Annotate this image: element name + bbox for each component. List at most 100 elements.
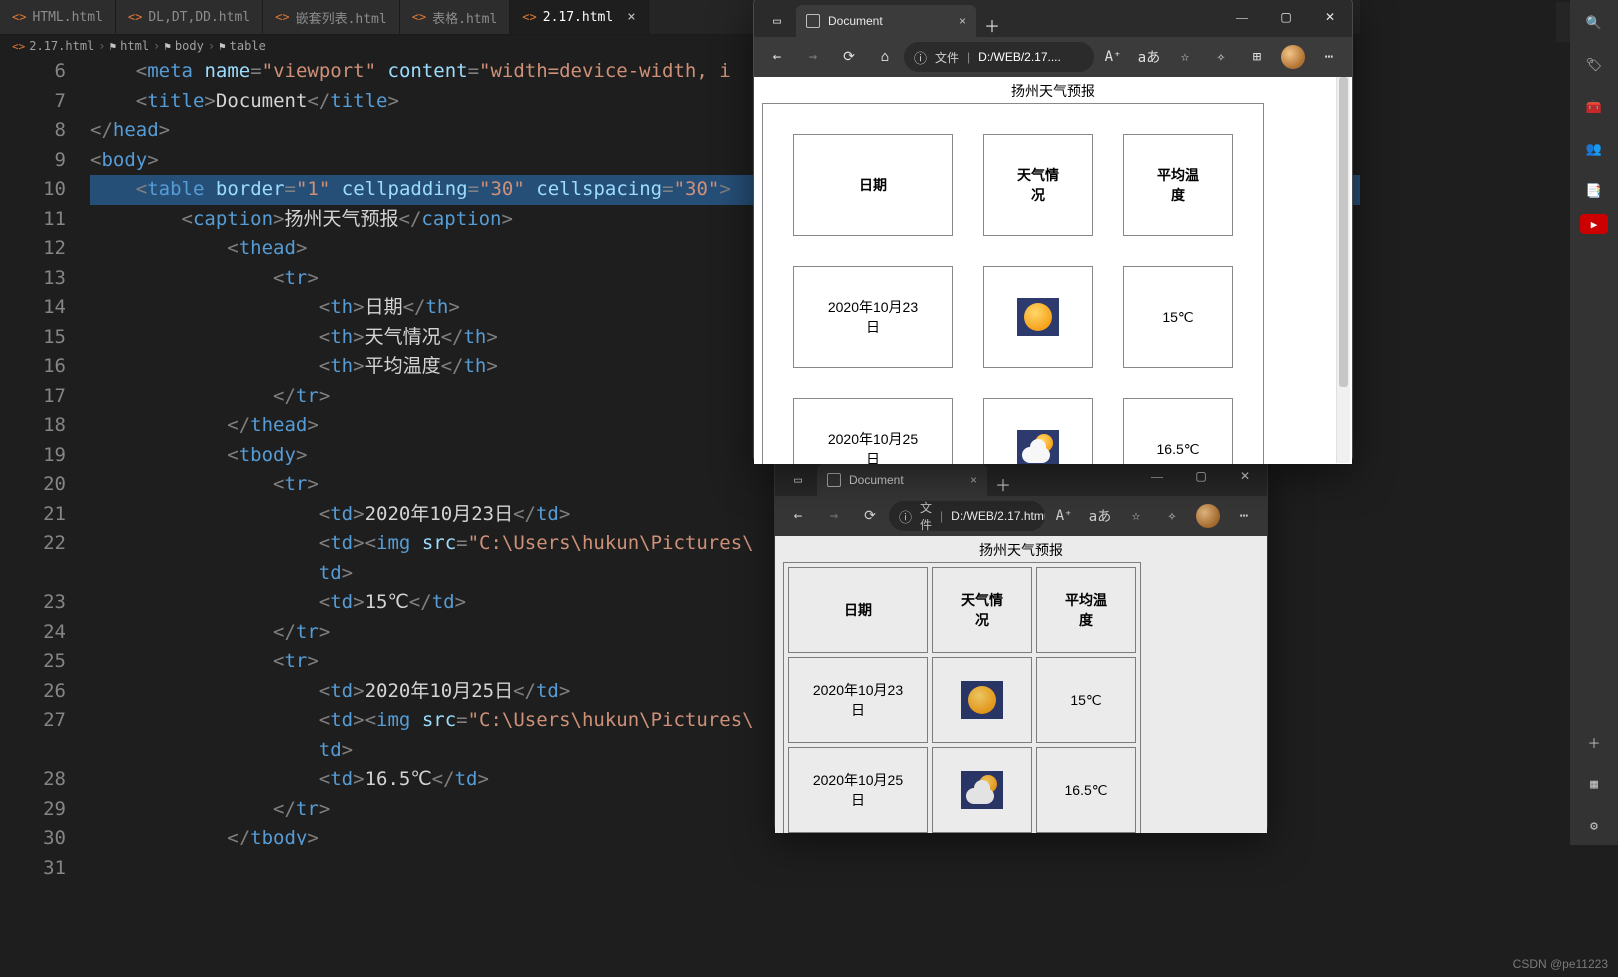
maximize-button[interactable]: ▢ xyxy=(1179,460,1223,492)
close-icon[interactable]: × xyxy=(970,473,977,487)
search-icon[interactable]: 🔍 xyxy=(1574,4,1614,42)
html-file-icon: <> xyxy=(12,10,26,24)
addr-scheme-label: 文件 xyxy=(920,501,932,531)
home-button[interactable]: ⌂ xyxy=(868,41,902,73)
back-button[interactable]: ← xyxy=(760,41,794,73)
editor-tab[interactable]: <> 嵌套列表.html xyxy=(263,0,400,34)
refresh-button[interactable]: ⟳ xyxy=(832,41,866,73)
tab-label: 嵌套列表.html xyxy=(296,8,387,27)
browser-tab-title: Document xyxy=(828,14,883,28)
youtube-icon[interactable]: ▶ xyxy=(1580,214,1608,234)
temp-cell: 16.5℃ xyxy=(1123,398,1233,464)
read-aloud-icon[interactable]: A⁺ xyxy=(1047,500,1081,532)
browser-window-2: ▭ Document × ＋ — ▢ ✕ ← → ⟳ ⓘ 文件 | D:/WEB… xyxy=(774,455,1268,833)
refresh-button[interactable]: ⟳ xyxy=(853,500,887,532)
temp-cell: 15℃ xyxy=(1123,266,1233,368)
weather-cell xyxy=(932,657,1032,743)
tab-actions-icon[interactable]: ▭ xyxy=(760,5,794,37)
partly-cloudy-icon xyxy=(1017,430,1059,464)
browser-viewport[interactable]: 扬州天气预报日期天气情况平均温度 2020年10月23日 15℃ 2020年10月25… xyxy=(754,77,1352,464)
browser-toolbar: ← → ⟳ ⓘ 文件 | D:/WEB/2.17.html A⁺ aあ ☆ ✧ … xyxy=(775,496,1267,536)
close-icon[interactable]: × xyxy=(627,9,635,25)
collections-icon[interactable]: ✧ xyxy=(1155,500,1189,532)
minimize-button[interactable]: — xyxy=(1220,1,1264,33)
profile-avatar[interactable] xyxy=(1191,500,1225,532)
site-info-icon[interactable]: ⓘ xyxy=(914,48,927,67)
addr-scheme-label: 文件 xyxy=(935,49,959,66)
gear-icon[interactable]: ⚙ xyxy=(1574,807,1614,845)
tab-actions-icon[interactable]: ▭ xyxy=(781,464,815,496)
editor-tab[interactable]: <> DL,DT,DD.html xyxy=(116,0,263,34)
address-bar[interactable]: ⓘ 文件 | D:/WEB/2.17.html xyxy=(889,501,1045,531)
scrollbar[interactable] xyxy=(1336,77,1350,463)
translate-icon[interactable]: aあ xyxy=(1132,41,1166,73)
breadcrumb-item[interactable]: ⚑html xyxy=(110,39,150,53)
editor-tab[interactable]: <> 表格.html xyxy=(400,0,511,34)
temp-cell: 15℃ xyxy=(1036,657,1136,743)
browser-viewport[interactable]: 扬州天气预报日期天气情况平均温度2020年10月23日15℃2020年10月25… xyxy=(775,536,1267,833)
close-button[interactable]: ✕ xyxy=(1223,460,1267,492)
plus-icon[interactable]: ＋ xyxy=(1574,723,1614,761)
browser-tab-title: Document xyxy=(849,473,904,487)
scrollbar-thumb[interactable] xyxy=(1339,77,1348,387)
translate-icon[interactable]: aあ xyxy=(1083,500,1117,532)
table-row: 2020年10月25日16.5℃ xyxy=(788,747,1136,833)
table-row: 2020年10月25日16.5℃ xyxy=(793,398,1233,464)
weather-cell xyxy=(983,398,1093,464)
toolbox-icon[interactable]: 🧰 xyxy=(1574,88,1614,126)
close-button[interactable]: ✕ xyxy=(1308,1,1352,33)
breadcrumb-item[interactable]: ⚑body xyxy=(164,39,204,53)
date-cell: 2020年10月23日 xyxy=(788,657,928,743)
table-caption: 扬州天气预报 xyxy=(762,79,1344,103)
maximize-button[interactable]: ▢ xyxy=(1264,1,1308,33)
collections-icon[interactable]: ✧ xyxy=(1204,41,1238,73)
sunny-icon xyxy=(961,681,1003,719)
watermark: CSDN @pe11223 xyxy=(1513,957,1608,971)
partly-cloudy-icon xyxy=(961,771,1003,809)
tag-icon[interactable]: 🏷 xyxy=(1574,46,1614,84)
copy-icon[interactable]: 📑 xyxy=(1574,172,1614,210)
addr-path: D:/WEB/2.17.html xyxy=(951,509,1045,523)
new-tab-button[interactable]: ＋ xyxy=(978,13,1006,37)
editor-tab[interactable]: <> 2.17.html × xyxy=(510,0,648,34)
date-cell: 2020年10月23日 xyxy=(793,266,953,368)
html-file-icon: <> xyxy=(522,10,536,24)
more-icon[interactable]: ⋯ xyxy=(1312,41,1346,73)
temp-cell: 16.5℃ xyxy=(1036,747,1136,833)
forward-button: → xyxy=(817,500,851,532)
profile-avatar[interactable] xyxy=(1276,41,1310,73)
browser-toolbar: ← → ⟳ ⌂ ⓘ 文件 | D:/WEB/2.17.... A⁺ aあ ☆ ✧… xyxy=(754,37,1352,77)
minimize-button[interactable]: — xyxy=(1135,460,1179,492)
favorite-icon[interactable]: ☆ xyxy=(1168,41,1202,73)
layout-icon[interactable]: ▦ xyxy=(1574,765,1614,803)
table-row: 日期天气情况平均温度 xyxy=(793,134,1233,236)
extensions-icon[interactable]: ⊞ xyxy=(1240,41,1274,73)
column-header: 日期 xyxy=(793,134,953,236)
close-icon[interactable]: × xyxy=(959,14,966,28)
favorite-icon[interactable]: ☆ xyxy=(1119,500,1153,532)
column-header: 天气情况 xyxy=(983,134,1093,236)
side-panel-sliver xyxy=(1556,2,1570,42)
editor-tab[interactable]: <> HTML.html xyxy=(0,0,116,34)
people-icon[interactable]: 👥 xyxy=(1574,130,1614,168)
new-tab-button[interactable]: ＋ xyxy=(989,472,1017,496)
breadcrumb-item[interactable]: ⚑table xyxy=(219,39,266,53)
more-icon[interactable]: ⋯ xyxy=(1227,500,1261,532)
read-aloud-icon[interactable]: A⁺ xyxy=(1096,41,1130,73)
page-icon xyxy=(827,473,841,487)
breadcrumb-item[interactable]: <>2.17.html xyxy=(12,39,94,53)
browser-titlebar: ▭ Document × ＋ — ▢ ✕ xyxy=(754,0,1352,37)
table-row: 日期天气情况平均温度 xyxy=(788,567,1136,653)
tab-label: 2.17.html xyxy=(543,10,613,25)
column-header: 天气情况 xyxy=(932,567,1032,653)
address-bar[interactable]: ⓘ 文件 | D:/WEB/2.17.... xyxy=(904,42,1094,72)
browser-tab[interactable]: Document × xyxy=(817,464,987,496)
browser-window-1: ▭ Document × ＋ — ▢ ✕ ← → ⟳ ⌂ ⓘ 文件 | D:/W… xyxy=(753,0,1353,464)
column-header: 平均温度 xyxy=(1036,567,1136,653)
addr-path: D:/WEB/2.17.... xyxy=(978,50,1061,64)
forward-button: → xyxy=(796,41,830,73)
page-icon xyxy=(806,14,820,28)
browser-tab[interactable]: Document × xyxy=(796,5,976,37)
back-button[interactable]: ← xyxy=(781,500,815,532)
site-info-icon[interactable]: ⓘ xyxy=(899,507,912,526)
